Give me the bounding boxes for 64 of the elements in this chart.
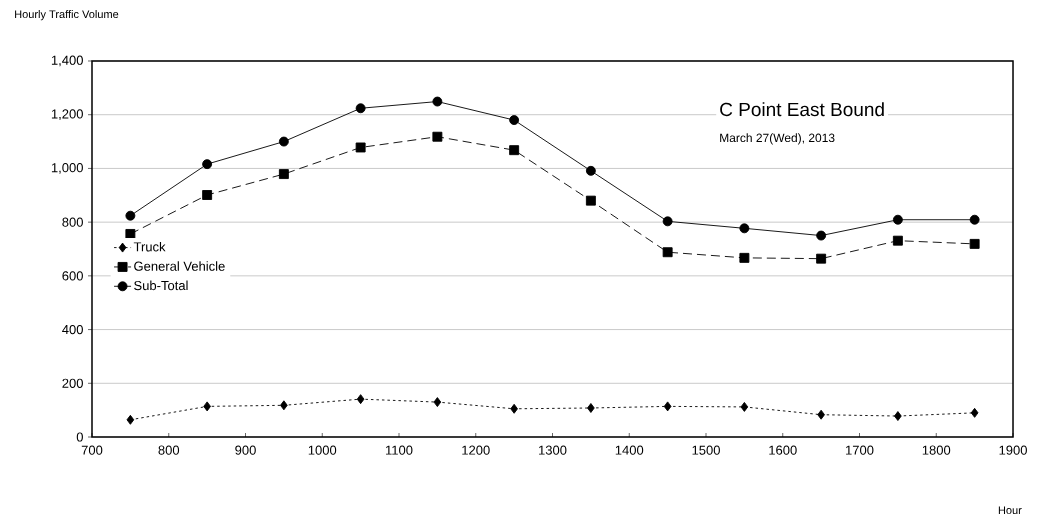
y-tick-label: 800 (62, 217, 83, 227)
y-tick-label: 400 (62, 324, 83, 335)
point (433, 397, 442, 408)
x-tick-label: 1100 (386, 445, 413, 455)
point (585, 165, 596, 176)
x-tick-label: 1000 (308, 445, 337, 455)
point (816, 230, 827, 241)
x-tick-label: 1400 (615, 445, 644, 455)
point (125, 210, 136, 221)
point (125, 229, 136, 239)
point (969, 214, 980, 225)
point (355, 103, 366, 114)
point (202, 190, 213, 200)
point (203, 401, 211, 412)
x-tick-label: 1700 (846, 445, 874, 455)
y-tick-label: 200 (62, 378, 83, 388)
point (817, 409, 825, 420)
x-tick-label: 1200 (462, 445, 490, 455)
point (970, 407, 979, 418)
point (892, 235, 903, 246)
legend-label: Sub-Total (134, 280, 188, 291)
point (816, 253, 827, 264)
point (509, 115, 520, 126)
point (739, 223, 750, 234)
legend-label: General Vehicle (134, 261, 225, 271)
point (509, 145, 520, 156)
x-tick-label: 1800 (922, 445, 951, 455)
x-tick-label: 1900 (999, 445, 1027, 455)
point (969, 238, 980, 249)
x-tick-label: 800 (158, 445, 180, 455)
y-tick-label: 0 (76, 432, 83, 442)
point (587, 403, 595, 413)
point (356, 394, 365, 405)
x-tick-label: 1500 (692, 445, 720, 455)
point (126, 414, 135, 425)
point (280, 400, 288, 411)
point (355, 142, 366, 153)
point (510, 403, 518, 414)
point (202, 159, 213, 170)
x-tick-label: 1600 (769, 445, 797, 455)
point (278, 169, 289, 180)
point (662, 247, 673, 258)
x-tick-label: 1300 (539, 445, 567, 455)
y-axis-title: Hourly Traffic Volume (15, 10, 119, 21)
point (278, 136, 289, 147)
x-tick-label: 900 (235, 445, 256, 455)
legend-label: Truck (133, 241, 166, 252)
x-axis-title: Hour (998, 506, 1022, 515)
point (432, 131, 443, 142)
text: C Point East Bound (720, 102, 884, 117)
point (740, 401, 749, 412)
point (662, 216, 673, 227)
point (739, 252, 750, 263)
x-tick-label: 700 (81, 445, 103, 455)
text: March 27(Wed), 2013 (720, 133, 835, 145)
point (432, 96, 443, 107)
y-tick-label: 1,400 (51, 55, 83, 67)
y-tick-label: 600 (62, 271, 83, 281)
point (585, 195, 596, 206)
y-tick-label: 1,000 (51, 163, 83, 174)
y-tick-label: 1,200 (51, 109, 83, 121)
point (894, 411, 902, 421)
point (892, 214, 903, 225)
point (663, 401, 672, 412)
